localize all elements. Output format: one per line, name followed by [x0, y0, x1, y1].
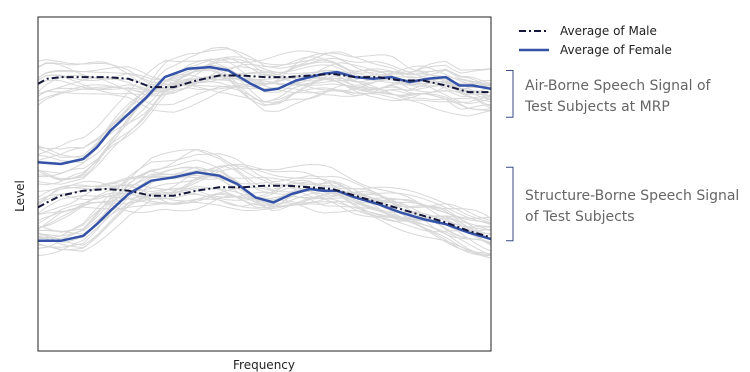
average-male-line-group-1: [37, 72, 491, 94]
group-annotations: Air-Borne Speech Signal of Test Subjects …: [506, 69, 739, 242]
subject-curve: [37, 72, 492, 96]
subject-curve: [37, 175, 492, 225]
subject-curve: [37, 48, 492, 150]
group-bracket: [506, 69, 514, 118]
subject-curve: [37, 159, 492, 240]
group-label-line: Air-Borne Speech Signal of: [525, 78, 712, 94]
subject-curve: [37, 65, 492, 164]
subject-curve: [37, 176, 492, 240]
y-axis-label: Level: [13, 180, 27, 212]
legend-female-label: Average of Female: [560, 43, 672, 57]
subject-curve: [37, 69, 492, 185]
average-female-line-group-1: [37, 65, 492, 166]
subject-curve: [37, 64, 492, 180]
subject-curve: [37, 191, 492, 256]
average-female-line-group-2: [38, 171, 492, 243]
subject-curve: [37, 163, 492, 232]
subject-curve: [37, 51, 492, 158]
group-label-line: Structure-Borne Speech Signal: [525, 188, 739, 204]
average-male-line-group-2: [37, 184, 492, 239]
group-bracket: [506, 166, 514, 242]
subject-curve: [37, 76, 492, 111]
group-label-line: Test Subjects at MRP: [524, 99, 670, 115]
average-curves: [37, 65, 492, 243]
subject-curve: [37, 75, 492, 106]
subject-curve: [37, 173, 492, 249]
subject-curve: [37, 77, 492, 181]
subject-curve: [37, 149, 492, 233]
legend: Average of Male Average of Female: [519, 24, 672, 57]
subject-curve: [37, 74, 492, 164]
subject-curve: [37, 190, 491, 256]
subject-curve: [37, 76, 492, 101]
subject-curve: [37, 58, 492, 89]
plot-area-frame: [37, 16, 492, 352]
subject-curve: [37, 66, 492, 86]
legend-male-label: Average of Male: [560, 24, 657, 38]
x-axis-label: Frequency: [233, 358, 295, 372]
group-label-line: of Test Subjects: [525, 209, 635, 225]
